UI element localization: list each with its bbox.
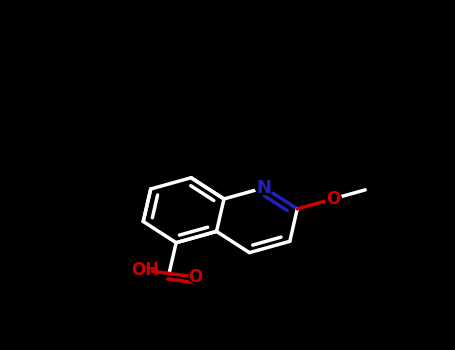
Text: O: O [326,190,340,208]
Text: OH: OH [131,261,159,279]
Text: N: N [257,178,272,197]
Circle shape [188,271,205,284]
Circle shape [255,181,273,195]
Circle shape [325,193,342,205]
Circle shape [132,263,151,277]
Text: O: O [188,267,202,286]
